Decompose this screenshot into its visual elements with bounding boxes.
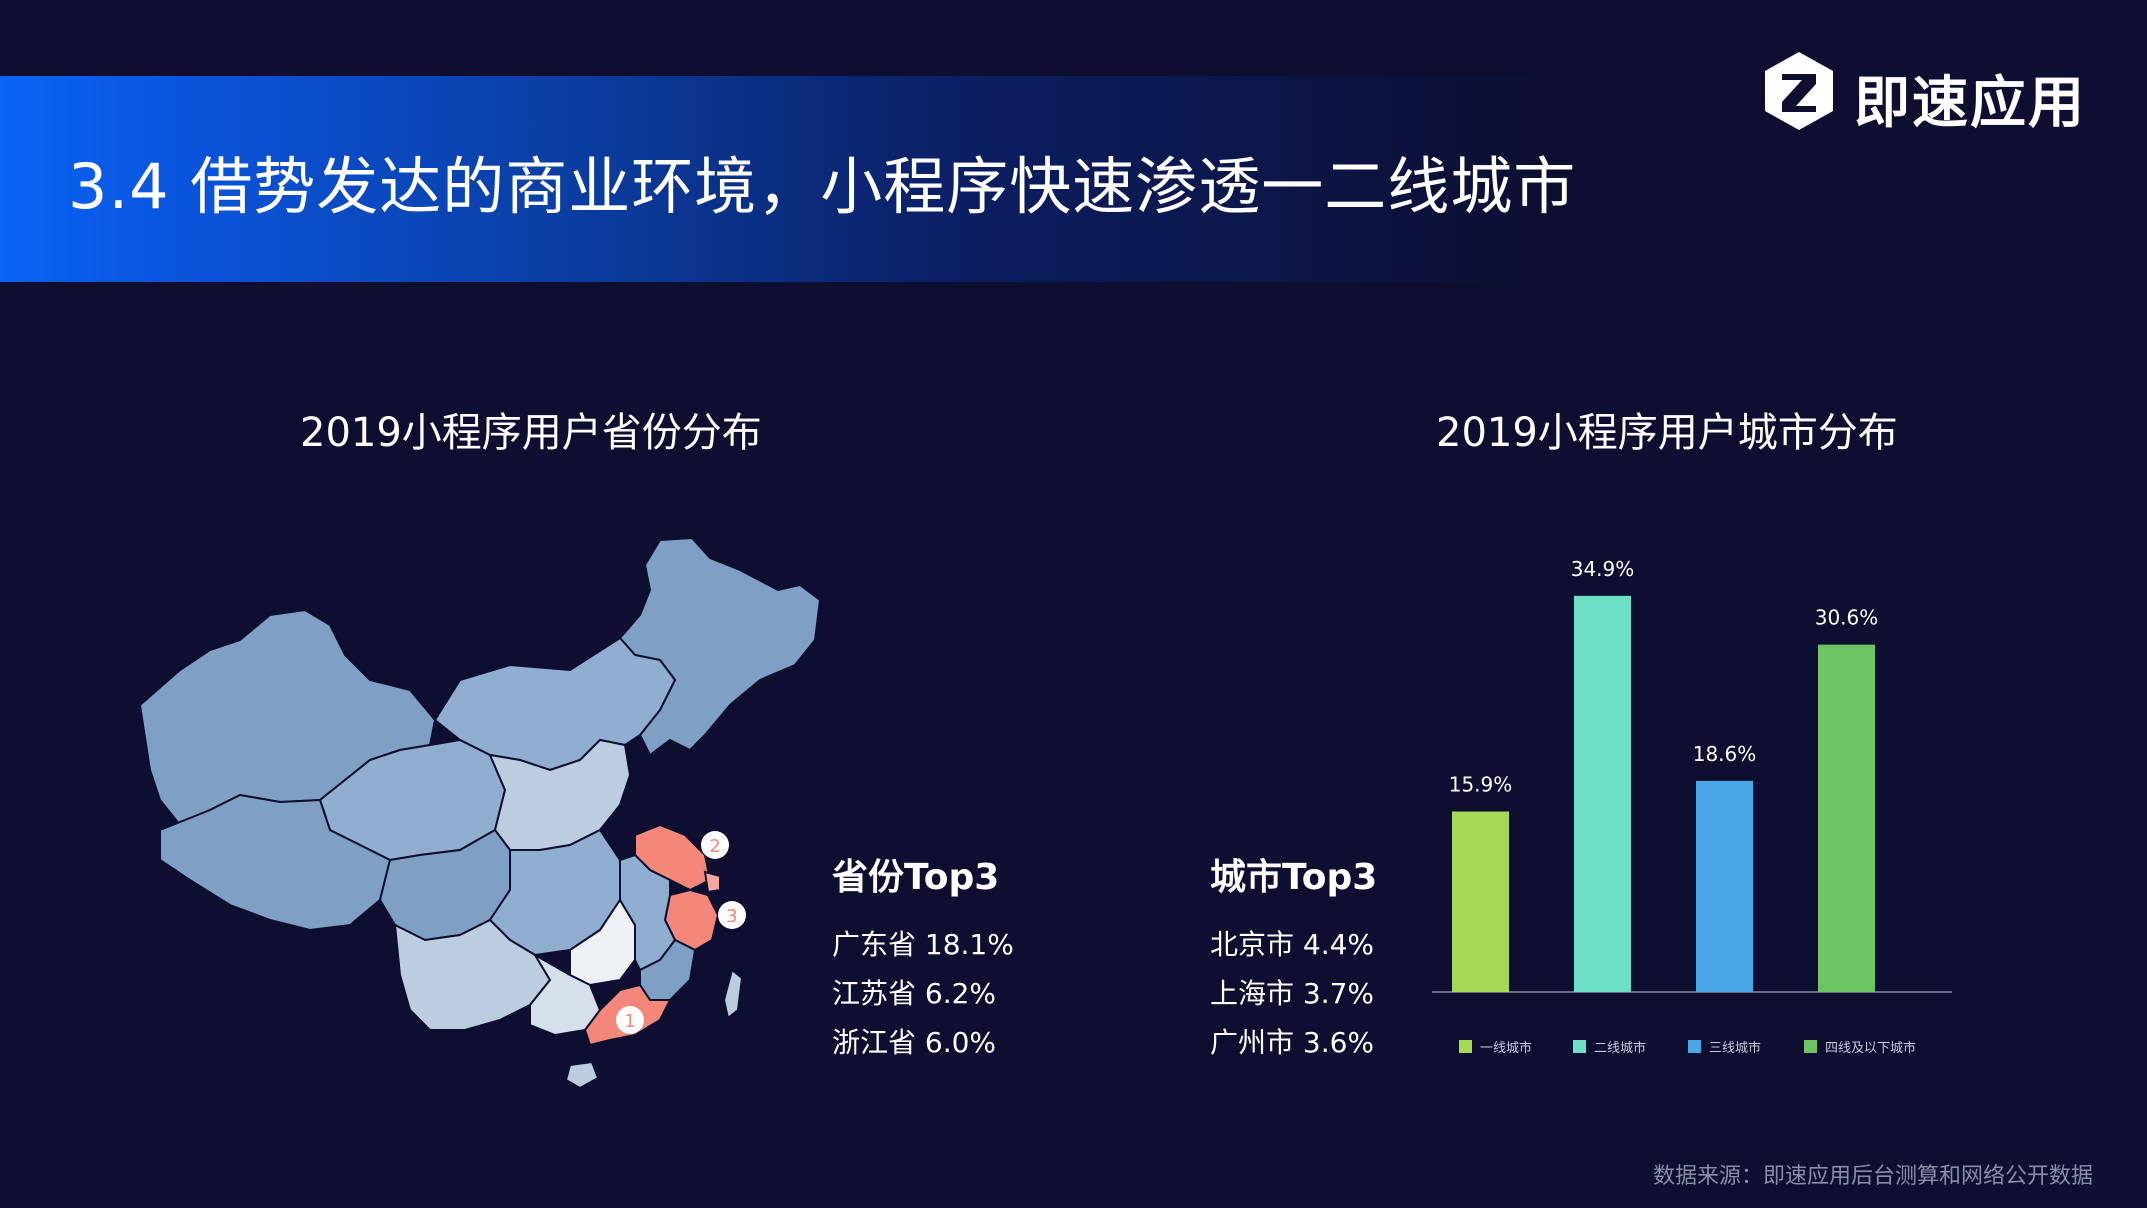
- bar-data-label: 34.9%: [1571, 557, 1635, 581]
- map-region-taiwan: [722, 968, 744, 1020]
- city-top3-panel: 城市Top3 北京市 4.4% 上海市 3.7% 广州市 3.6%: [1210, 848, 1530, 1067]
- legend-swatch: [1804, 1040, 1817, 1053]
- map-region-shanghai: [703, 870, 721, 894]
- title-banner: [0, 76, 1560, 282]
- bar-3: [1696, 780, 1753, 992]
- city-top3-heading: 城市Top3: [1210, 857, 1378, 898]
- hexagon-z-logo-icon: [1765, 52, 1833, 130]
- province-top3-item: 江苏省 6.2%: [832, 977, 997, 1010]
- legend-swatch: [1688, 1040, 1701, 1053]
- map-region-guangxi: [529, 952, 602, 1037]
- legend-swatch: [1459, 1040, 1472, 1053]
- city-top3-item: 北京市 4.4%: [1210, 928, 1375, 961]
- bar-2: [1574, 595, 1631, 992]
- province-top3-item: 浙江省 6.0%: [832, 1026, 997, 1059]
- map-marker-2: 2: [701, 831, 729, 859]
- province-top3-heading: 省份Top3: [832, 857, 1000, 898]
- map-region-hainan: [564, 1060, 600, 1090]
- brand-logo: 即速应用: [1762, 50, 2084, 136]
- bar-chart-title: 2019小程序用户城市分布: [1436, 410, 1898, 456]
- province-top3-item: 广东省 18.1%: [832, 928, 1014, 961]
- map-marker-3: 3: [718, 901, 746, 929]
- china-province-map: 1 2 3: [138, 536, 822, 1090]
- svg-text:2: 2: [709, 836, 720, 857]
- city-top3-item: 上海市 3.7%: [1210, 977, 1375, 1010]
- bar-data-label: 18.6%: [1693, 742, 1757, 766]
- map-title: 2019小程序用户省份分布: [300, 410, 762, 456]
- legend-swatch: [1573, 1040, 1586, 1053]
- city-top3-item: 广州市 3.6%: [1210, 1026, 1375, 1059]
- bar-data-label: 15.9%: [1449, 773, 1513, 797]
- svg-text:3: 3: [726, 906, 737, 927]
- svg-text:1: 1: [624, 1011, 635, 1032]
- province-top3-panel: 省份Top3 广东省 18.1% 江苏省 6.2% 浙江省 6.0%: [832, 848, 1152, 1067]
- legend-label: 一线城市: [1480, 1040, 1532, 1056]
- city-distribution-bar-chart: 15.9% 34.9% 18.6% 30.6% 一线城市 二线城市 三线城市 四线及以下城市: [1432, 557, 1952, 1056]
- legend-label: 二线城市: [1594, 1040, 1646, 1056]
- page-title: 3.4 借势发达的商业环境，小程序快速渗透一二线城市: [68, 150, 1577, 223]
- map-marker-1: 1: [616, 1006, 644, 1034]
- legend-label: 四线及以下城市: [1825, 1040, 1916, 1056]
- bar-1: [1452, 811, 1509, 992]
- bar-4: [1818, 644, 1875, 992]
- logo-text: 即速应用: [1854, 71, 2086, 136]
- legend-label: 三线城市: [1709, 1040, 1761, 1056]
- data-source-note: 数据来源：即速应用后台测算和网络公开数据: [1652, 1164, 2093, 1189]
- bar-data-label: 30.6%: [1815, 606, 1879, 630]
